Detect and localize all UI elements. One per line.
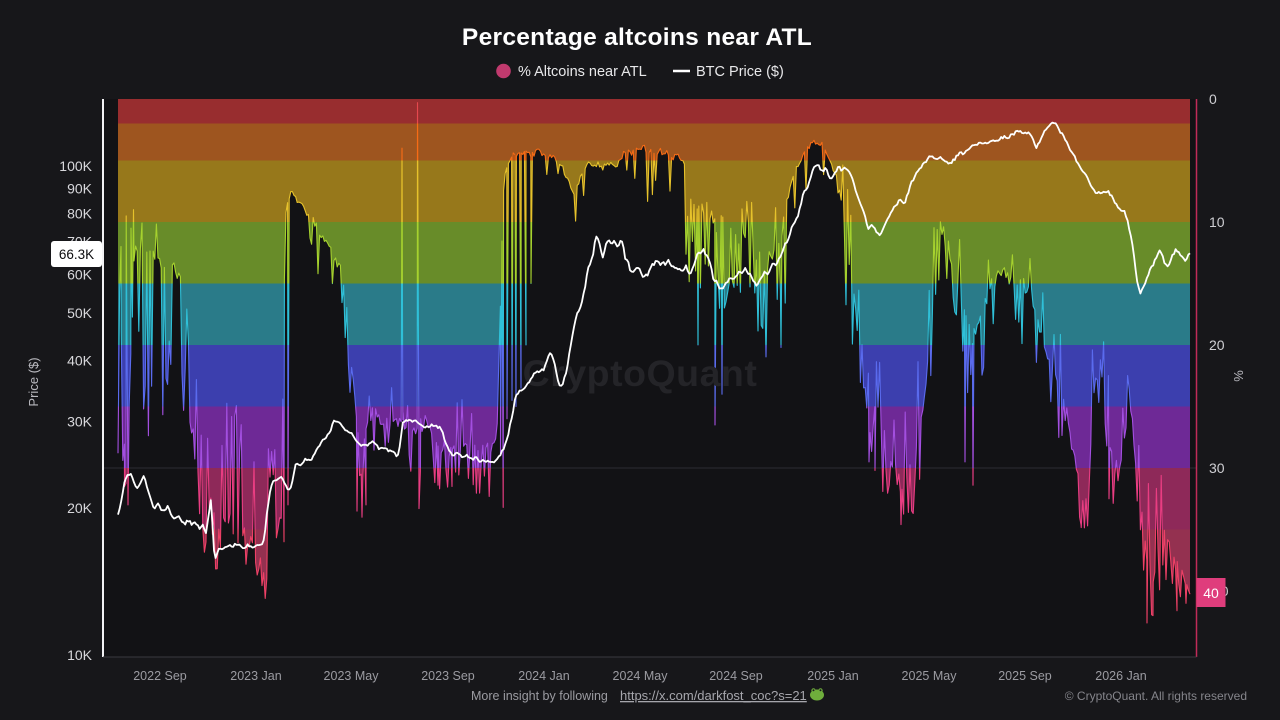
svg-text:80K: 80K [67, 205, 93, 221]
svg-text:2026 Jan: 2026 Jan [1095, 669, 1146, 683]
svg-text:50K: 50K [67, 305, 93, 321]
svg-text:100K: 100K [59, 158, 92, 174]
svg-text:Percentage altcoins near ATL: Percentage altcoins near ATL [462, 24, 812, 51]
svg-text:2024 May: 2024 May [613, 669, 669, 683]
svg-text:2023 Sep: 2023 Sep [421, 669, 475, 683]
svg-text:%: % [1231, 370, 1246, 382]
svg-text:2023 May: 2023 May [324, 669, 380, 683]
svg-text:https://x.com/darkfost_coc?s=2: https://x.com/darkfost_coc?s=21 [620, 688, 807, 703]
svg-text:10: 10 [1209, 214, 1225, 230]
svg-text:More insight by following: More insight by following [471, 689, 608, 703]
svg-text:66.3K: 66.3K [59, 247, 94, 262]
svg-text:Price ($): Price ($) [26, 357, 41, 406]
svg-text:60K: 60K [67, 267, 93, 283]
svg-text:20: 20 [1209, 337, 1225, 353]
svg-text:2024 Sep: 2024 Sep [709, 669, 763, 683]
svg-text:2025 Sep: 2025 Sep [998, 669, 1052, 683]
svg-text:40K: 40K [67, 353, 93, 369]
svg-text:2025 May: 2025 May [902, 669, 958, 683]
svg-text:10K: 10K [67, 647, 93, 663]
svg-text:40: 40 [1203, 585, 1219, 601]
svg-text:© CryptoQuant. All rights rese: © CryptoQuant. All rights reserved [1065, 689, 1247, 703]
svg-text:2024 Jan: 2024 Jan [518, 669, 569, 683]
svg-text:BTC Price ($): BTC Price ($) [696, 64, 784, 80]
svg-text:2023 Jan: 2023 Jan [230, 669, 281, 683]
svg-text:30: 30 [1209, 460, 1225, 476]
svg-text:2025 Jan: 2025 Jan [807, 669, 858, 683]
svg-text:2022 Sep: 2022 Sep [133, 669, 187, 683]
svg-text:0: 0 [1209, 91, 1217, 107]
svg-text:30K: 30K [67, 414, 93, 430]
svg-text:CryptoQuant: CryptoQuant [523, 352, 758, 394]
svg-text:% Altcoins near ATL: % Altcoins near ATL [518, 64, 647, 80]
svg-text:20K: 20K [67, 500, 93, 516]
svg-text:90K: 90K [67, 180, 93, 196]
